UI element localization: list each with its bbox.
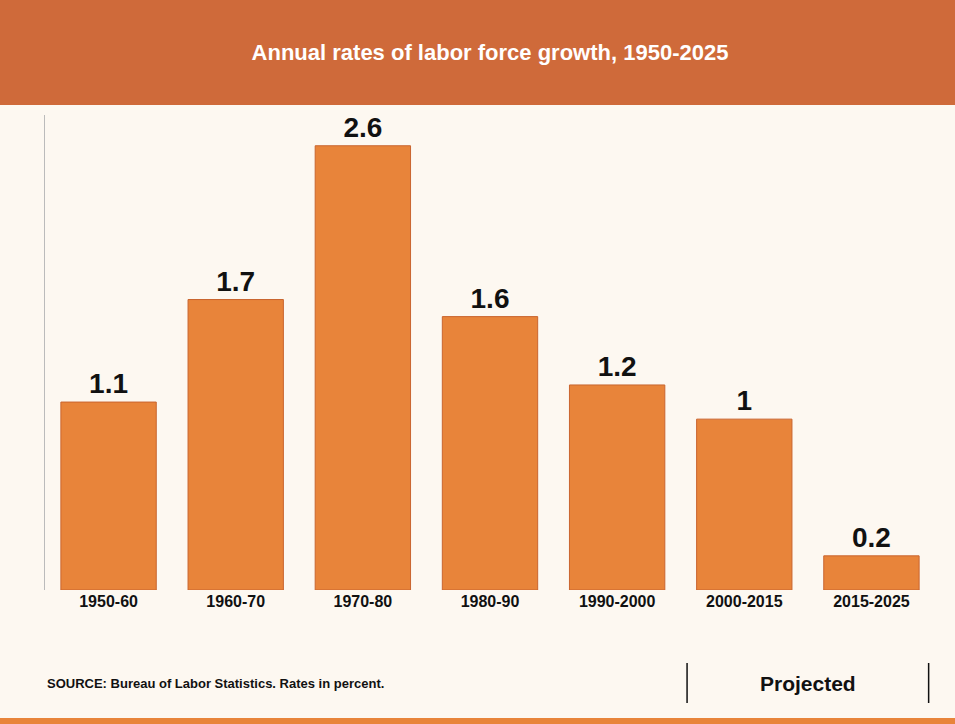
svg-text:1990-2000: 1990-2000: [579, 593, 656, 610]
svg-text:1.6: 1.6: [471, 283, 510, 314]
svg-text:1950-60: 1950-60: [79, 593, 138, 610]
svg-text:1.7: 1.7: [216, 266, 255, 297]
svg-text:Projected: Projected: [760, 672, 856, 695]
svg-text:2015-2025: 2015-2025: [833, 593, 910, 610]
svg-text:2.6: 2.6: [343, 112, 382, 143]
svg-text:1.1: 1.1: [89, 368, 128, 399]
svg-text:1.2: 1.2: [598, 351, 637, 382]
svg-text:Annual rates of labor force gr: Annual rates of labor force growth, 1950…: [252, 40, 729, 65]
svg-text:0.2: 0.2: [852, 522, 891, 553]
svg-text:SOURCE: Bureau of Labor Statis: SOURCE: Bureau of Labor Statistics. Rate…: [47, 676, 384, 691]
svg-text:2000-2015: 2000-2015: [706, 593, 783, 610]
svg-text:1: 1: [736, 385, 752, 416]
svg-text:1980-90: 1980-90: [461, 593, 520, 610]
svg-text:1970-80: 1970-80: [334, 593, 393, 610]
svg-text:1960-70: 1960-70: [206, 593, 265, 610]
